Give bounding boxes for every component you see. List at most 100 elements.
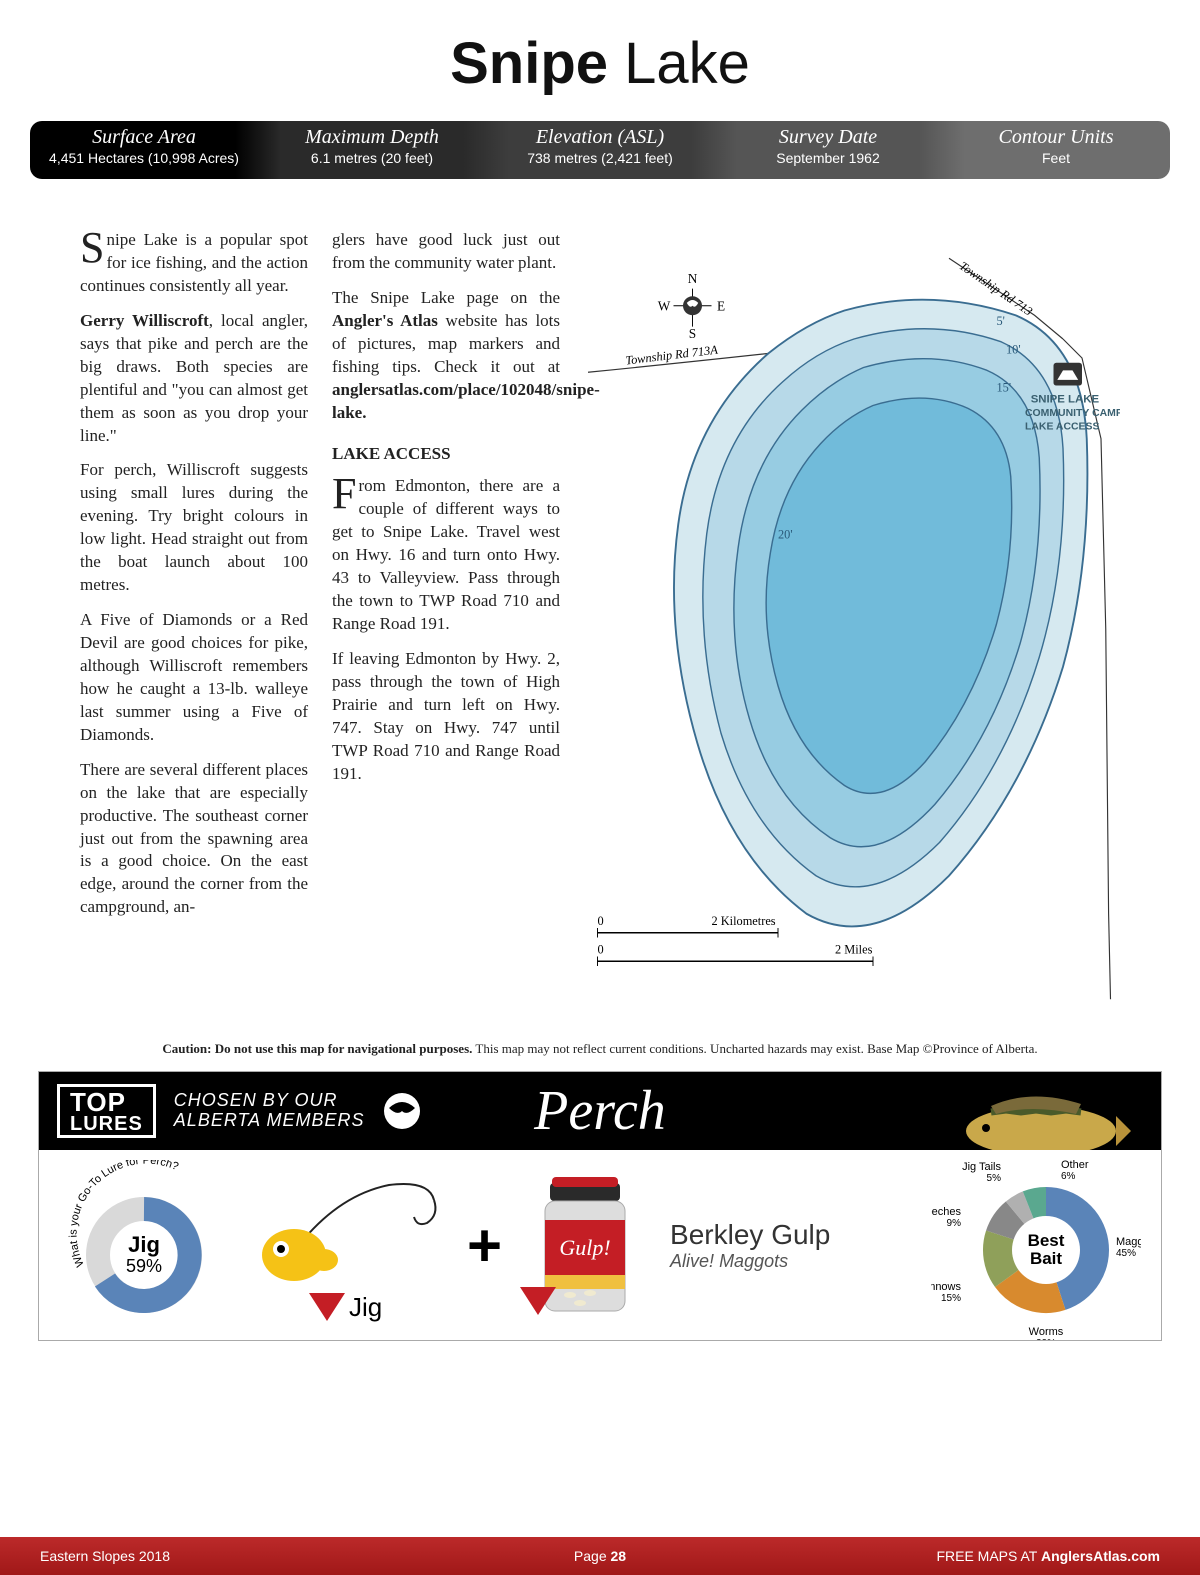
bait-slice-pct: 5%	[987, 1173, 1002, 1184]
donut-center-label: Jig	[128, 1232, 160, 1257]
svg-text:Gulp!: Gulp!	[559, 1235, 610, 1260]
plus-icon: +	[467, 1211, 502, 1280]
depth-label-15: 15'	[997, 380, 1012, 394]
bait-slice-pct: 9%	[947, 1218, 962, 1229]
stat-label: Survey Date	[714, 127, 942, 147]
go-to-lure-donut: What is your Go-To Lure for Perch? Jig 5…	[59, 1160, 229, 1330]
stat-contour-units: Contour Units Feet	[942, 121, 1170, 179]
campground-label-2: COMMUNITY CAMPGROUND	[1025, 408, 1120, 419]
ct-triangle-icon	[520, 1287, 556, 1315]
stat-label: Maximum Depth	[258, 127, 486, 147]
footer-page-label: Page	[574, 1548, 611, 1564]
para-perch: For perch, Williscroft suggests using sm…	[80, 459, 308, 597]
caution-bold: Caution: Do not use this map for navigat…	[162, 1041, 472, 1056]
bait-slice-label: Leeches	[931, 1206, 961, 1218]
author-name: Gerry Williscroft	[80, 311, 209, 330]
page-footer: Eastern Slopes 2018 Page 28 FREE MAPS AT…	[0, 1537, 1200, 1575]
bait-slice-label: Other	[1061, 1159, 1089, 1171]
depth-label-20: 20'	[778, 528, 793, 542]
map-svg: N S E W Township Rd 713A Township Rd 713	[588, 229, 1120, 1019]
jig-lure-illustration: Jig	[239, 1175, 449, 1315]
stat-label: Elevation (ASL)	[486, 127, 714, 147]
bait-center-label: Bait	[1030, 1249, 1062, 1268]
scale-mi-label: 2 Miles	[835, 943, 873, 957]
stat-value: September 1962	[714, 150, 942, 166]
gulp-jar-illustration: Gulp!	[520, 1165, 650, 1325]
depth-label-10: 10'	[1006, 342, 1021, 356]
bait-center-label: Best	[1028, 1231, 1065, 1250]
column-1: Snipe Lake is a popular spot for ice fis…	[80, 229, 308, 1019]
scale-zero: 0	[598, 943, 604, 957]
chosen-by-text: CHOSEN BY OUR ALBERTA MEMBERS	[174, 1091, 365, 1131]
atlas-logo-icon	[377, 1086, 427, 1136]
bait-slice-pct: 20%	[1036, 1338, 1056, 1340]
stat-surface-area: Surface Area 4,451 Hectares (10,998 Acre…	[30, 121, 258, 179]
footer-page-num: 28	[611, 1548, 627, 1564]
stats-bar: Surface Area 4,451 Hectares (10,998 Acre…	[30, 121, 1170, 179]
bait-slice	[998, 1235, 1007, 1278]
stat-elevation: Elevation (ASL) 738 metres (2,421 feet)	[486, 121, 714, 179]
para-text: , local angler, says that pike and perch…	[80, 311, 308, 445]
depth-label-5: 5'	[997, 314, 1005, 328]
ct-triangle-icon	[309, 1293, 345, 1321]
title-bold: Snipe	[450, 31, 608, 96]
jig-label: Jig	[349, 1292, 382, 1323]
stat-value: 4,451 Hectares (10,998 Acres)	[30, 150, 258, 166]
scale-mi: 0 2 Miles	[598, 943, 874, 966]
bait-slice-pct: 15%	[941, 1293, 961, 1304]
compass-icon: N S E W	[658, 271, 725, 341]
bait-slice	[1000, 1213, 1015, 1235]
compass-e: E	[717, 299, 725, 314]
compass-w: W	[658, 299, 671, 314]
lures-body: What is your Go-To Lure for Perch? Jig 5…	[39, 1150, 1161, 1340]
campground-label-1: SNIPE LAKE	[1031, 394, 1100, 406]
atlas-url: anglersatlas.com/place/102048/snipe-lake…	[332, 380, 600, 422]
stat-survey-date: Survey Date September 1962	[714, 121, 942, 179]
para-gerry: Gerry Williscroft, local angler, says th…	[80, 310, 308, 448]
page-title: Snipe Lake	[0, 0, 1200, 121]
compass-n: N	[688, 271, 698, 286]
compass-s: S	[689, 326, 696, 341]
scale-km: 0 2 Kilometres	[598, 914, 779, 937]
stat-label: Contour Units	[942, 127, 1170, 147]
para-access-1: From Edmonton, there are a couple of dif…	[332, 475, 560, 636]
lake-access-heading: LAKE ACCESS	[332, 443, 560, 466]
para-pike: A Five of Diamonds or a Red Devil are go…	[80, 609, 308, 747]
para-atlas: The Snipe Lake page on the Angler's Atla…	[332, 287, 560, 425]
stat-value: Feet	[942, 150, 1170, 166]
bait-slice-label: Maggots	[1116, 1236, 1141, 1248]
para-continued: glers have good luck just out from the c…	[332, 229, 560, 275]
lures-header: TOP LURES CHOSEN BY OUR ALBERTA MEMBERS …	[39, 1072, 1161, 1150]
para-access-2: If leaving Edmonton by Hwy. 2, pass thro…	[332, 648, 560, 786]
best-bait-donut: Maggots45% Worms20% Minnows15% Leeches9% Jig…	[931, 1150, 1141, 1340]
top-lures-badge: TOP LURES	[57, 1084, 156, 1137]
para-intro: Snipe Lake is a popular spot for ice fis…	[80, 229, 308, 298]
bait-slice-pct: 45%	[1116, 1248, 1136, 1259]
bait-slice	[1028, 1202, 1046, 1205]
chosen-l2: ALBERTA MEMBERS	[174, 1110, 365, 1130]
berkley-sub: Alive! Maggots	[670, 1251, 830, 1272]
bait-slice-label: Jig Tails	[962, 1161, 1001, 1173]
content-area: Snipe Lake is a popular spot for ice fis…	[0, 179, 1200, 1019]
caution-rest: This map may not reflect current conditi…	[472, 1041, 1037, 1056]
bait-slice-pct: 6%	[1061, 1171, 1076, 1182]
stat-value: 6.1 metres (20 feet)	[258, 150, 486, 166]
bait-slice-label: Worms	[1029, 1326, 1064, 1338]
stat-max-depth: Maximum Depth 6.1 metres (20 feet)	[258, 121, 486, 179]
scale-zero: 0	[598, 914, 604, 928]
donut-center-value: 59%	[126, 1256, 162, 1276]
bait-slice-label: Minnows	[931, 1281, 961, 1293]
chosen-l1: CHOSEN BY OUR	[174, 1090, 338, 1110]
para-text: The Snipe Lake page on the	[332, 288, 560, 307]
footer-center: Page 28	[0, 1548, 1200, 1564]
top-word: TOP	[70, 1091, 143, 1114]
bait-slice	[1015, 1205, 1028, 1213]
atlas-name: Angler's Atlas	[332, 311, 438, 330]
stat-label: Surface Area	[30, 127, 258, 147]
caution-text: Caution: Do not use this map for navigat…	[60, 1041, 1140, 1057]
lures-word: LURES	[70, 1115, 143, 1133]
campground-label-3: LAKE ACCESS	[1025, 421, 1099, 432]
berkley-name: Berkley Gulp	[670, 1219, 830, 1251]
scale-km-label: 2 Kilometres	[712, 914, 776, 928]
para-places: There are several different places on th…	[80, 759, 308, 920]
